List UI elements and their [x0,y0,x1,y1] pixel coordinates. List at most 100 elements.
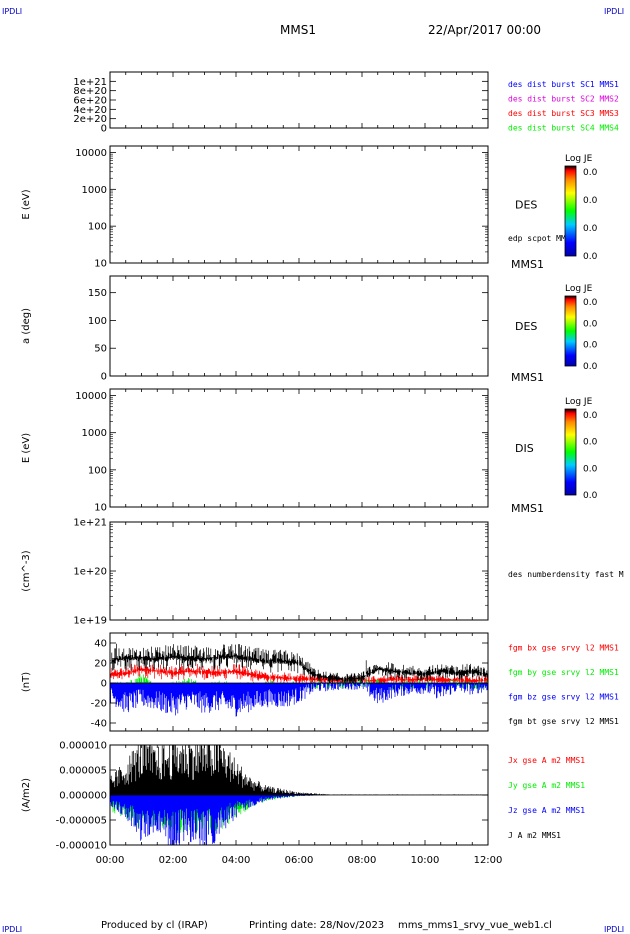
legend-entry: des numberdensity fast M [508,570,624,579]
legend-entry: Jz gse A m2 MMS1 [508,806,585,815]
panel-data [110,643,488,717]
y-tick-label: 1e+21 [73,77,107,88]
x-tick-label: 00:00 [96,855,125,866]
corner-label-top-right: IPDLI [604,7,624,16]
y-tick-label: 100 [88,465,107,476]
legend-entry: des dist burst SC4 MMS4 [508,124,619,133]
colorbar-label: 0.0 [583,168,598,178]
panel-dis-energy: 10 100 1000 10000 E (eV) DIS MMS1 Log JE 0.0 0.0 0… [21,388,598,515]
legend-entry: des dist burst SC2 MMS2 [508,95,619,104]
colorbar-label: 0.0 [583,252,598,262]
y-tick-label: 10000 [75,391,107,402]
colorbar-title: Log JE [565,154,593,164]
legend-entry: J A m2 MMS1 [508,831,561,840]
y-tick-label: 1000 [82,428,107,439]
y-tick-label: -20 [91,699,107,710]
y-tick-label: 0.000010 [59,741,107,752]
date-title: 22/Apr/2017 00:00 [428,23,541,37]
colorbar-label: 0.0 [583,411,598,421]
colorbar-label: 0.0 [583,464,598,474]
y-tick-label: 10 [94,259,107,270]
colorbar [564,408,577,496]
spacecraft-label: MMS1 [511,502,544,515]
legend-entry: des dist burst SC1 MMS1 [508,80,619,89]
y-axis-label: (A/m2) [21,778,32,812]
y-tick-label: 0 [101,372,107,383]
panel-frame [109,388,489,508]
colorbar [564,295,577,367]
legend-entry: des dist burst SC3 MMS3 [508,109,619,118]
y-tick-label: 1e+20 [73,567,107,578]
y-tick-label: 1e+21 [73,518,107,529]
x-tick-label: 04:00 [222,855,251,866]
x-tick-label: 08:00 [348,855,377,866]
y-axis-label: a (deg) [21,308,32,344]
y-tick-label: 0 [101,679,107,690]
y-tick-label: 1000 [82,185,107,196]
legend-entry: fgm bx gse srvy l2 MMS1 [508,644,619,653]
y-tick-label: 6e+20 [73,96,107,107]
x-tick-label: 02:00 [159,855,188,866]
legend-entry: Jx gse A m2 MMS1 [508,756,585,765]
colorbar-label: 0.0 [583,196,598,206]
x-tick-label: 12:00 [474,855,503,866]
colorbar-label: 0.0 [583,362,598,372]
x-tick-label: 10:00 [411,855,440,866]
y-tick-label: 20 [94,659,107,670]
legend-entry: fgm by gse srvy l2 MMS1 [508,668,619,677]
y-tick-label: 2e+20 [73,114,107,125]
colorbar-label: 0.0 [583,438,598,448]
y-tick-label: 150 [88,288,107,299]
footer-file: mms_mms1_srvy_vue_web1.cl [398,920,552,931]
legend-entry: fgm bt gse srvy l2 MMS1 [508,717,619,726]
y-tick-label: -40 [91,719,107,730]
overlay-label: edp scpot MMS1 [508,234,576,243]
y-tick-label: -0.000005 [56,816,107,827]
y-tick-label: 50 [94,344,107,355]
y-tick-label: 100 [88,222,107,233]
panel-des-pitch: 0 50 100 150 a (deg) DES MMS1 Log JE 0.0 0.0 0.0 0.… [21,275,598,384]
series-fgm-bt-gse-srvy-l2-mms1 [110,643,488,685]
corner-label-bottom-left: IPDLI [2,925,22,934]
colorbar [564,165,577,257]
y-tick-label: 10000 [75,148,107,159]
y-tick-label: -0.000010 [56,841,107,852]
y-axis-label: (cm^-3) [21,550,32,591]
colorbar-title: Log JE [565,397,593,407]
spacecraft-label: MMS1 [511,258,544,271]
panel-current: -0.000010 -0.000005 0.000000 0.000005 0.0000… [21,741,585,867]
y-tick-label: 100 [88,316,107,327]
y-tick-label: 0.000000 [59,791,107,802]
y-axis-label: E (eV) [21,433,32,463]
panel-frame [109,521,489,621]
x-tick-label: 06:00 [285,855,314,866]
instrument-label: DES [515,320,537,333]
spacecraft-title: MMS1 [280,23,316,37]
y-tick-label: 40 [94,639,107,650]
footer-printing-date: Printing date: 28/Nov/2023 [249,920,384,931]
panel-frame [109,145,489,264]
panel-des-density: 1e+19 1e+20 1e+21 (cm^-3) des numberdensity … [21,518,624,627]
instrument-label: DIS [515,442,534,455]
instrument-label: DES [515,199,537,212]
y-tick-label: 0 [101,124,107,135]
spacecraft-label: MMS1 [511,371,544,384]
corner-label-top-left: IPDLI [2,7,22,16]
y-tick-label: 10 [94,503,107,514]
colorbar-title: Log JE [565,284,593,294]
panel-frame [109,275,489,377]
colorbar-label: 0.0 [583,224,598,234]
panel-des-energy: 10 100 1000 10000 E (eV) DES MMS1 edp scpot MMS… [21,145,598,271]
colorbar-label: 0.0 [583,491,598,501]
y-tick-label: 1e+19 [73,616,107,627]
y-axis-label: E (eV) [21,189,32,219]
y-tick-label: 4e+20 [73,105,107,116]
panel-data [110,745,488,845]
colorbar-label: 0.0 [583,341,598,351]
panel-fgm: -40 -20 0 20 40 (nT) fgm bx gse srvy l2 MMS1 fg… [21,632,619,732]
y-tick-label: 0.000005 [59,766,107,777]
colorbar-label: 0.0 [583,298,598,308]
